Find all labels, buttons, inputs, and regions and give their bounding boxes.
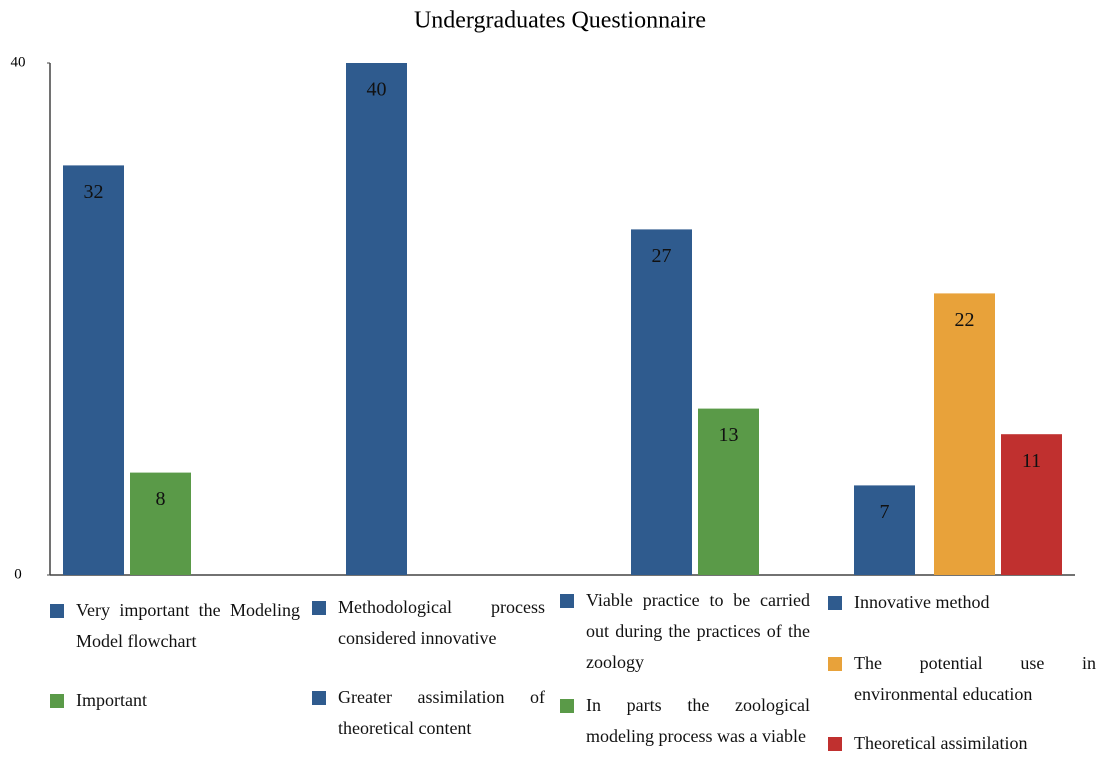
- legend-swatch: [828, 737, 842, 751]
- data-label: 13: [719, 424, 739, 446]
- legend-item: The potential use in environmental educa…: [828, 648, 1096, 710]
- legend-item: Methodological process considered innova…: [312, 592, 545, 654]
- legend-item: Theoretical assimilation: [828, 728, 1096, 759]
- legend-label: Theoretical assimilation: [854, 733, 1028, 753]
- bar: [934, 293, 995, 575]
- legend-item: In parts the zoological modeling process…: [560, 690, 810, 752]
- bar: [1001, 434, 1062, 575]
- legend-swatch: [50, 694, 64, 708]
- data-label: 11: [1022, 450, 1041, 472]
- legend-swatch: [312, 601, 326, 615]
- bar: [63, 165, 124, 575]
- legend-swatch: [828, 657, 842, 671]
- legend-label: The potential use in environmental educa…: [854, 653, 1096, 704]
- legend-swatch: [50, 604, 64, 618]
- y-tick-label: 0: [14, 566, 22, 582]
- bar: [698, 408, 759, 575]
- data-label: 8: [156, 488, 166, 510]
- legend-item: Viable practice to be carried out during…: [560, 585, 810, 678]
- legend-label: Viable practice to be carried out during…: [586, 590, 810, 672]
- legend-swatch: [560, 699, 574, 713]
- data-label: 27: [652, 245, 672, 267]
- bar: [346, 63, 407, 575]
- legend-item: Very important the Modeling Model flowch…: [50, 595, 300, 657]
- legend-swatch: [828, 596, 842, 610]
- legend-item: Important: [50, 685, 300, 716]
- legend-swatch: [312, 691, 326, 705]
- legend-swatch: [560, 594, 574, 608]
- data-label: 32: [84, 181, 104, 203]
- legend-label: Very important the Modeling Model flowch…: [76, 600, 300, 651]
- legend-label: Greater assimilation of theoretical cont…: [338, 687, 545, 738]
- bar: [631, 229, 692, 575]
- legend-item: Greater assimilation of theoretical cont…: [312, 682, 545, 744]
- bar: [130, 472, 191, 575]
- legend-item: Innovative method: [828, 587, 1096, 618]
- data-label: 22: [955, 309, 975, 331]
- legend-label: Methodological process considered innova…: [338, 597, 545, 648]
- chart-title: Undergraduates Questionnaire: [414, 8, 706, 34]
- data-label: 40: [367, 79, 387, 101]
- bar: [854, 485, 915, 575]
- y-tick-label: 40: [11, 54, 26, 70]
- legend-label: In parts the zoological modeling process…: [586, 695, 810, 746]
- data-label: 7: [880, 501, 890, 523]
- legend-label: Important: [76, 690, 147, 710]
- legend-label: Innovative method: [854, 592, 990, 612]
